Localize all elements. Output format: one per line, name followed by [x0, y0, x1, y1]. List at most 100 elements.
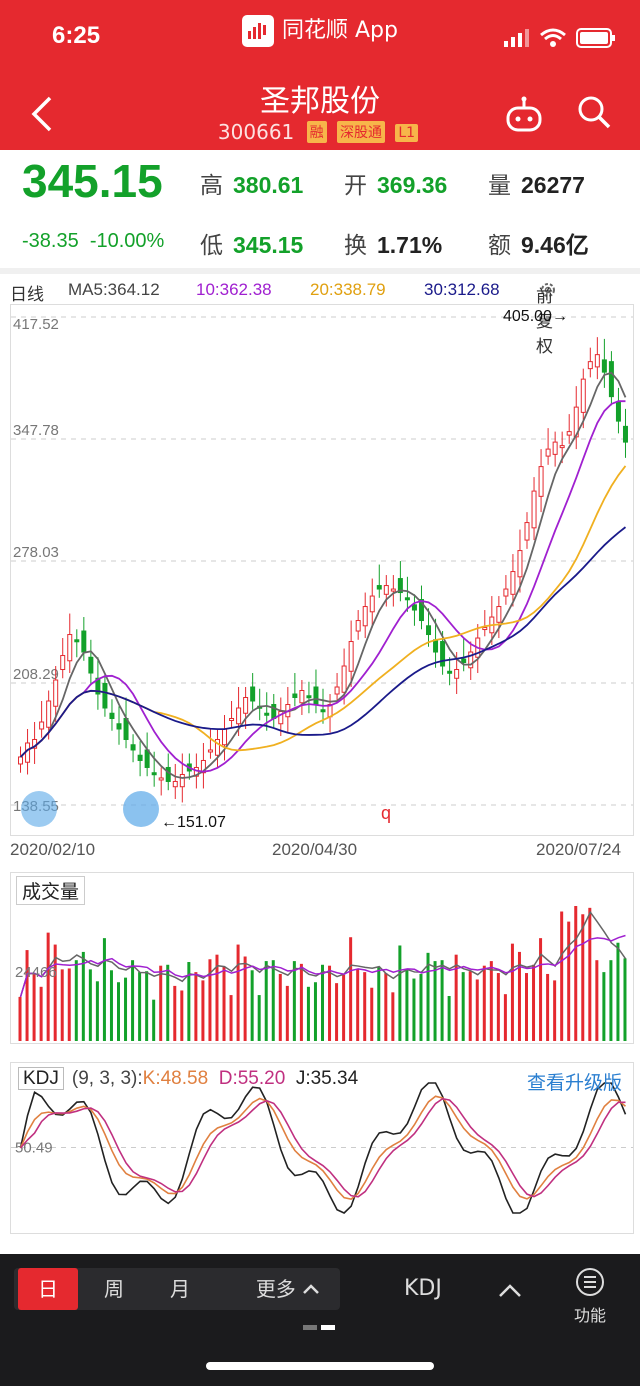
y-tick-label: 417.52	[13, 316, 59, 333]
volume-bar	[454, 954, 458, 1041]
ma30-line	[19, 526, 627, 758]
candle-body	[229, 717, 235, 721]
volume-bar	[180, 990, 184, 1041]
status-icons	[504, 28, 616, 48]
y-tick-label: 208.29	[13, 666, 59, 683]
volume-bar	[208, 959, 212, 1041]
volume-bar	[88, 969, 92, 1041]
volume-bar	[194, 972, 198, 1041]
candle-body	[545, 448, 551, 457]
stock-tag: L1	[395, 124, 419, 142]
tab-month[interactable]: 月	[170, 1277, 190, 1301]
candle-body	[531, 490, 537, 529]
volume-chart[interactable]: 24466	[10, 872, 634, 1044]
ma5-line	[19, 371, 627, 779]
adjust-selector[interactable]: 前复权	[536, 280, 558, 356]
candle-body	[566, 431, 572, 436]
candle-body	[144, 749, 150, 768]
tab-week[interactable]: 周	[104, 1277, 124, 1301]
upgrade-link[interactable]: 查看升级版	[526, 1072, 622, 1094]
candle-body	[102, 683, 108, 709]
volume-bar	[525, 973, 528, 1041]
kdj-d: D:55.20	[218, 1068, 286, 1089]
indicator-selector[interactable]: KDJ	[404, 1276, 442, 1301]
candle-body	[250, 686, 256, 702]
function-label: 功能	[573, 1306, 606, 1325]
volume-bar	[517, 951, 521, 1041]
volume-bar	[412, 978, 416, 1041]
candle-body	[292, 693, 298, 699]
stock-tag: 深股通	[337, 121, 385, 143]
function-button[interactable]: 功能	[570, 1266, 610, 1326]
volume-bar	[18, 996, 22, 1041]
volume-bar	[222, 966, 226, 1041]
volume-bar	[138, 972, 142, 1041]
expand-icon	[123, 791, 159, 827]
candle-body	[587, 361, 593, 370]
back-icon[interactable]	[28, 94, 56, 134]
kdj-selector[interactable]: KDJ	[18, 1067, 64, 1090]
search-icon[interactable]	[576, 94, 612, 130]
volume-bar	[109, 970, 113, 1041]
candle-body	[538, 466, 544, 497]
gear-icon	[541, 283, 555, 297]
volume-bar	[159, 965, 163, 1041]
volume-bar	[609, 960, 613, 1041]
candle-body	[341, 665, 347, 693]
candle-body	[440, 641, 446, 667]
candle-body	[608, 361, 614, 398]
candle-body	[158, 777, 164, 781]
volume-bar	[503, 994, 507, 1041]
candle-body	[264, 712, 270, 716]
robot-icon[interactable]	[504, 96, 544, 132]
volume-bar	[433, 961, 437, 1041]
volume-bar	[229, 995, 233, 1041]
volume-title: 成交量	[16, 876, 86, 905]
min-annotation: ←151.07	[161, 814, 226, 831]
tab-day[interactable]: 日	[18, 1268, 78, 1310]
volume-bar	[363, 972, 367, 1041]
candle-body	[355, 620, 361, 632]
tab-more-label: 更多	[255, 1277, 296, 1301]
candle-body	[74, 639, 80, 643]
candle-body	[552, 441, 558, 455]
volume-bar	[117, 982, 120, 1041]
candle-body	[116, 723, 122, 730]
volume-bar	[335, 983, 339, 1041]
kdj-chart[interactable]: 50.49	[10, 1062, 634, 1234]
volume-bar	[546, 973, 550, 1041]
open-item: 开 369.36	[344, 166, 447, 200]
candle-body	[214, 738, 220, 756]
candle-body	[601, 359, 607, 373]
volume-bar	[95, 981, 99, 1041]
volume-bar	[74, 960, 78, 1041]
divider	[0, 268, 640, 274]
battery-icon	[576, 28, 615, 48]
candle-body	[67, 634, 73, 662]
volume-bar	[173, 985, 177, 1041]
candle-body	[447, 670, 453, 674]
volume-bar	[349, 937, 353, 1041]
candle-body	[207, 749, 213, 753]
candle-body	[236, 707, 242, 725]
volume-bar	[532, 964, 536, 1041]
volume-bar	[46, 932, 50, 1041]
kdj-j: J:35.34	[295, 1068, 359, 1089]
volume-bar	[166, 964, 170, 1041]
candle-body	[404, 597, 410, 601]
open-label: 开	[344, 172, 367, 198]
chevron-up-icon[interactable]	[498, 1282, 522, 1298]
ma5-label: MA5:364.12	[68, 280, 160, 299]
volume-bar	[250, 970, 254, 1041]
kline-chart[interactable]: 417.52347.78278.03208.29138.55405.00→←15…	[10, 304, 634, 836]
tab-more[interactable]: 更多	[240, 1268, 336, 1310]
volume-bar	[60, 969, 64, 1041]
low-value: 345.15	[233, 232, 304, 258]
volume-ma10-line	[19, 934, 626, 998]
volume-bar	[53, 944, 57, 1041]
volume-bar	[553, 980, 557, 1041]
candle-body	[46, 700, 52, 728]
candle-body	[580, 378, 586, 413]
volume-bar	[588, 907, 592, 1041]
scroll-left-icon	[21, 791, 57, 827]
